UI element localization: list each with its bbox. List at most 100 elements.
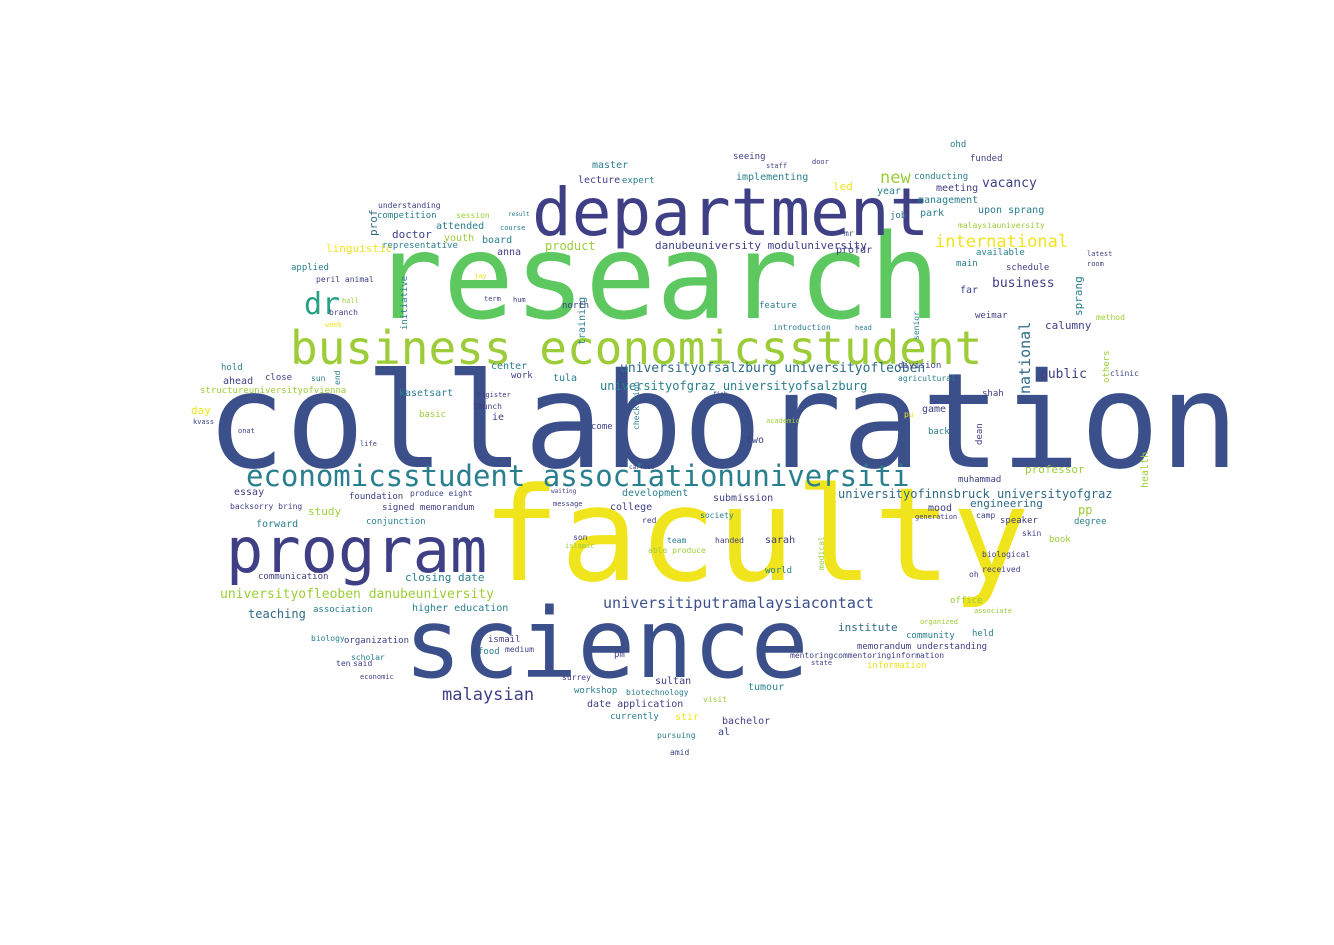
word-hall: hall — [342, 297, 359, 305]
word-ie: ie — [492, 412, 505, 423]
word-submission: submission — [713, 493, 774, 504]
word-kasetsart: kasetsart — [399, 388, 454, 399]
word-economicsstudent-association: economicsstudent associationuniversiti — [246, 459, 910, 493]
word-pu: pu — [904, 410, 914, 419]
word-forward: forward — [256, 519, 299, 530]
word-course: course — [500, 224, 526, 232]
word-pp: pp — [1078, 503, 1093, 517]
word-attended: attended — [436, 221, 485, 232]
word-feature: feature — [759, 301, 797, 311]
word-pm: pm — [614, 650, 625, 660]
word-introduction: introduction — [773, 323, 831, 332]
word-amid: amid — [670, 748, 690, 757]
word-waiting: waiting — [551, 488, 577, 495]
word-information: information — [867, 661, 927, 671]
word-professor: professor — [1025, 463, 1085, 476]
word-master: master — [592, 160, 629, 171]
word-dean: dean — [975, 423, 985, 445]
word-method: method — [1096, 313, 1125, 322]
word-senior: senior — [912, 311, 921, 340]
word-latest: latest — [1087, 250, 1113, 258]
word-son: son — [573, 533, 588, 542]
word-economic: economic — [360, 673, 394, 681]
word-implementing: implementing — [736, 172, 809, 183]
word-red: red — [642, 516, 657, 525]
word-al: al — [718, 727, 731, 738]
word-head: head — [855, 324, 872, 332]
word-islamic: islamic — [565, 542, 595, 550]
word-received: received — [982, 565, 1021, 574]
word-check-sign: check sign — [632, 381, 641, 430]
word-faculty: faculty — [482, 459, 1030, 611]
word-department: department — [532, 174, 930, 251]
word-fish: fish — [713, 391, 728, 398]
word-state: state — [811, 659, 833, 667]
word-ismail: ismail — [488, 635, 521, 645]
word-mr: mr — [844, 229, 854, 238]
word-seeing: seeing — [733, 152, 766, 162]
word-medium: medium — [505, 645, 534, 654]
word-handed: handed — [715, 536, 744, 545]
word-workshop: workshop — [574, 686, 618, 696]
word-universityofgraz-salzburg: universityofgraz universityofsalzburg — [600, 379, 868, 393]
word-shah: shah — [982, 389, 1004, 399]
word-ten: ten — [336, 659, 351, 668]
word-linguistic: linguistic — [326, 242, 393, 255]
word-signed-memorandum: signed memorandum — [382, 503, 475, 513]
word-year: year — [877, 186, 902, 197]
word-team: team — [667, 536, 687, 545]
word-back: back — [928, 427, 950, 437]
word-ahead: ahead — [223, 376, 254, 387]
word-launch: launch — [473, 402, 502, 411]
word-management: management — [918, 195, 979, 206]
word-youth: youth — [444, 233, 475, 244]
word-expert: expert — [622, 176, 655, 186]
word-far: far — [960, 285, 979, 296]
word-surrey: surrey — [562, 673, 591, 682]
word-result: result — [508, 211, 530, 218]
word-organization: organization — [344, 636, 410, 646]
word-message: message — [553, 500, 583, 508]
word-lecture: lecture — [578, 175, 621, 186]
word-college: college — [610, 502, 653, 513]
word-association: association — [313, 605, 373, 615]
word-world: world — [765, 566, 793, 576]
word-carried: carried — [629, 464, 655, 471]
word-session: session — [456, 211, 490, 220]
word-week: week — [325, 321, 342, 329]
word-product: product — [545, 239, 596, 253]
word-scholar: scholar — [351, 653, 385, 662]
word-biotechnology: biotechnology — [626, 688, 689, 697]
word-communication: communication — [258, 572, 329, 582]
word-teaching: teaching — [248, 607, 306, 621]
word-understanding: understanding — [378, 201, 441, 210]
word-main: main — [956, 259, 978, 269]
word-held: held — [972, 629, 994, 639]
word-health: health — [1140, 451, 1151, 488]
word-muhammad: muhammad — [958, 475, 1002, 485]
word-ohd: ohd — [950, 140, 967, 150]
word-schedule: schedule — [1006, 263, 1050, 273]
word-collaboration: collaboration — [206, 345, 1240, 499]
word-tula: tula — [553, 373, 578, 384]
word-mood: mood — [928, 503, 953, 514]
word-biological: biological — [982, 550, 1031, 559]
word-agricultural: agricultural — [898, 374, 956, 383]
word-two: two — [746, 435, 765, 446]
word-north: north — [562, 301, 590, 311]
word-essay: essay — [234, 487, 265, 498]
word-basic: basic — [419, 410, 447, 420]
word-upon-sprang: upon sprang — [978, 205, 1045, 216]
word-book: book — [1049, 535, 1071, 545]
word-applied: applied — [291, 263, 329, 273]
word-doctor: doctor — [392, 228, 432, 241]
word-led: led — [833, 180, 853, 193]
word-hum: hum — [513, 296, 526, 304]
word-available: available — [976, 248, 1025, 258]
word-universityofinnsbruck-graz: universityofinnsbruck universityofgraz — [838, 487, 1113, 501]
word-tumour: tumour — [748, 682, 785, 693]
word-business-economicsstudent: business economicsstudent — [290, 321, 983, 375]
word-higher-education: higher education — [412, 603, 509, 614]
word-new: new — [880, 168, 911, 188]
